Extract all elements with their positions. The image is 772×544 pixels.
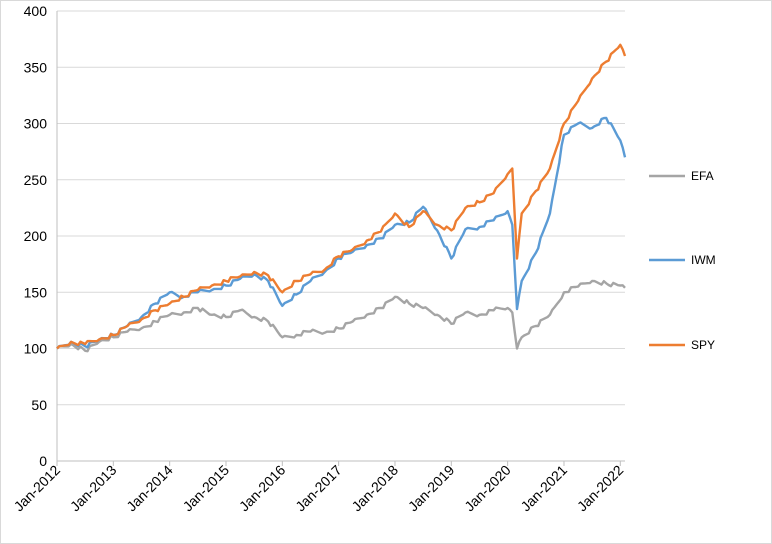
y-tick-label: 250 — [24, 172, 48, 188]
x-tick-label: Jan-2017 — [292, 462, 345, 515]
series-lines — [56, 43, 627, 353]
x-tick-label: Jan-2020 — [461, 462, 514, 515]
x-tick-label: Jan-2016 — [236, 462, 289, 515]
y-tick-label: 200 — [24, 228, 48, 244]
x-tick-label: Jan-2022 — [574, 462, 627, 515]
y-tick-label: 150 — [24, 284, 48, 300]
legend: EFA IWM SPY — [649, 169, 716, 352]
y-tick-label: 0 — [39, 453, 47, 469]
y-tick-label: 350 — [24, 59, 48, 75]
x-tick-label: Jan-2018 — [349, 462, 402, 515]
gridlines — [57, 10, 625, 406]
legend-label-efa: EFA — [691, 169, 714, 183]
y-tick-label: 50 — [31, 397, 47, 413]
series-line-iwm — [56, 116, 627, 350]
x-tick-label: Jan-2012 — [11, 462, 64, 515]
axes — [56, 11, 625, 466]
x-axis-tick-labels: Jan-2012 Jan-2013 Jan-2014 Jan-2015 Jan-2016… — [11, 462, 627, 515]
y-axis-tick-labels: 0 50 100 150 200 250 300 350 400 — [24, 3, 48, 469]
legend-label-spy: SPY — [691, 338, 715, 352]
x-tick-label: Jan-2021 — [517, 462, 570, 515]
series-line-efa — [56, 279, 626, 353]
y-tick-label: 100 — [24, 341, 48, 357]
series-line-spy — [56, 43, 627, 350]
x-tick-label: Jan-2014 — [123, 462, 176, 515]
y-tick-label: 400 — [24, 3, 48, 19]
x-tick-label: Jan-2019 — [405, 462, 458, 515]
x-tick-label: Jan-2015 — [180, 462, 233, 515]
y-tick-label: 300 — [24, 116, 48, 132]
legend-label-iwm: IWM — [691, 253, 716, 267]
x-tick-label: Jan-2013 — [67, 462, 120, 515]
